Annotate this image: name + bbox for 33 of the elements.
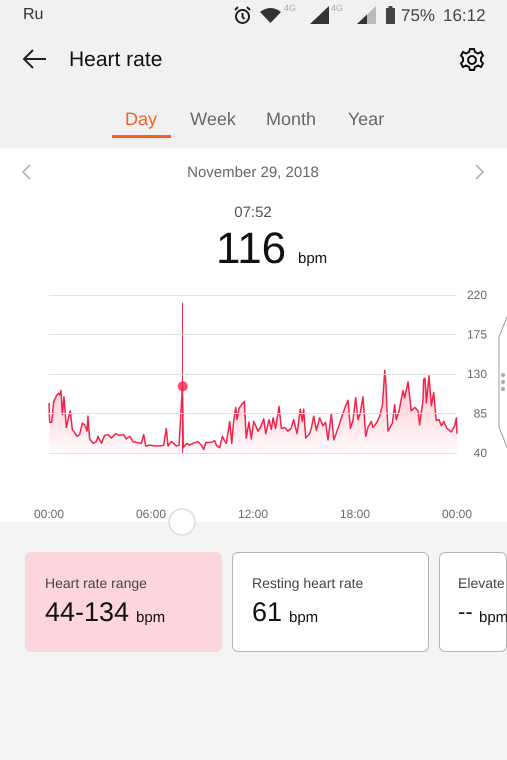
chart-subtitle: November 29, 2018 xyxy=(187,164,319,181)
text: Elevate xyxy=(458,575,505,591)
y-tick-label: 175 xyxy=(466,328,488,342)
y-tick-label: 130 xyxy=(466,367,488,381)
text: 16:12 xyxy=(443,6,486,25)
x-tick-label: 00:00 xyxy=(34,507,64,521)
y-tick-label: 220 xyxy=(466,288,488,302)
text: 4G xyxy=(284,3,296,13)
text: bpm xyxy=(136,609,166,626)
chart-title: Heart rate xyxy=(69,48,162,71)
text: 07:52 xyxy=(234,204,272,221)
text: 44-134 xyxy=(45,597,130,627)
text: Day xyxy=(124,109,158,129)
text: Ru xyxy=(23,6,44,23)
x-tick-label: 06:00 xyxy=(136,507,166,521)
text: Heart rate range xyxy=(45,575,147,591)
text: bpm xyxy=(479,609,507,626)
text: Year xyxy=(348,109,384,129)
text: Month xyxy=(266,109,316,129)
text: bpm xyxy=(298,250,328,267)
y-tick-label: 85 xyxy=(474,406,488,420)
x-tick-label: 12:00 xyxy=(238,507,268,521)
text: 116 xyxy=(216,224,286,273)
text: 75% xyxy=(401,6,436,25)
text: 4G xyxy=(331,3,344,13)
text: bpm xyxy=(289,609,318,626)
text: 61 xyxy=(252,597,282,627)
text: -- xyxy=(458,599,473,624)
text: Resting heart rate xyxy=(252,575,364,591)
x-tick-label: 18:00 xyxy=(340,507,370,521)
y-tick-label: 40 xyxy=(474,446,488,460)
text: Week xyxy=(190,109,236,129)
x-tick-label: 00:00 xyxy=(442,507,472,521)
